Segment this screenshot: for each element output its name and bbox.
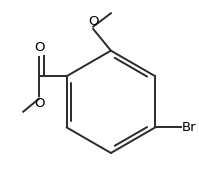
Text: Br: Br — [182, 121, 196, 134]
Text: O: O — [34, 41, 44, 54]
Text: O: O — [34, 98, 44, 111]
Text: O: O — [88, 15, 99, 28]
